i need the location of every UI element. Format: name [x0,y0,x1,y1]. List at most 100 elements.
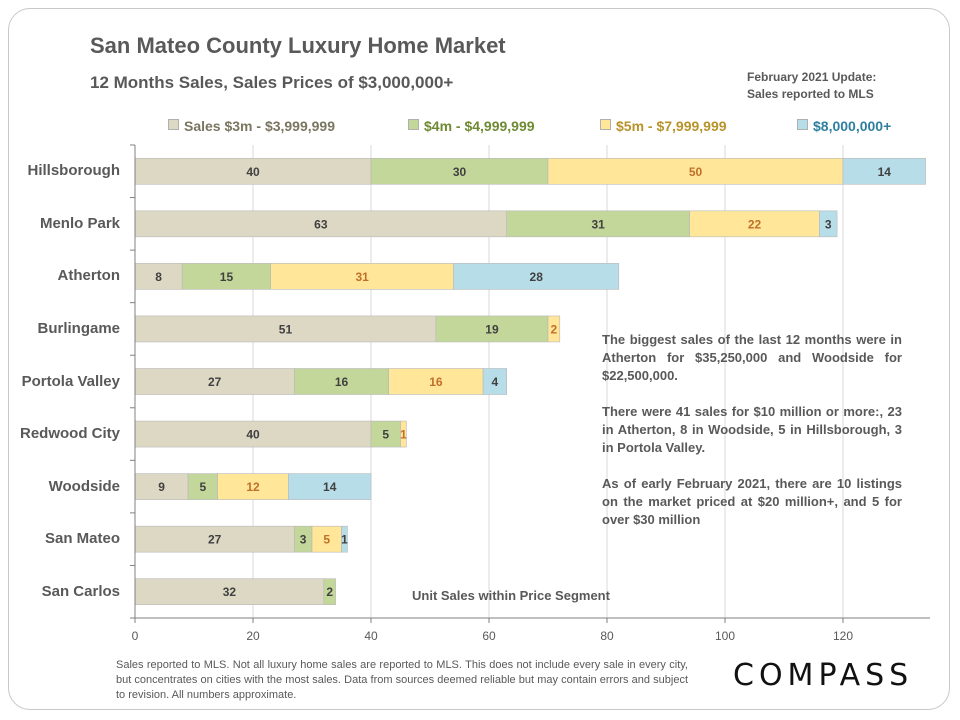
x-tick-label: 40 [364,629,378,643]
compass-logo: COMPASS [733,658,914,693]
bar-segment [482,368,508,395]
legend-label-8m: $8,000,000+ [813,118,892,134]
category-label: Atherton [57,267,121,285]
bar-segment [187,473,218,500]
legend-item-4m: $4m - $4,999,999 [408,118,535,134]
legend-swatch-5m [600,119,611,130]
bar-value-label: 28 [530,270,544,284]
bar-value-label: 5 [200,480,207,494]
bar-segment [453,263,620,290]
legend-item-5m: $5m - $7,999,999 [600,118,727,134]
bar-segment [370,157,549,185]
category-label: Hillsborough [27,162,121,180]
update-note: February 2021 Update: Sales reported to … [747,69,876,103]
bar-segment [293,368,389,395]
legend: Sales $3m - $3,999,999 $4m - $4,999,999 … [0,118,960,138]
slide-frame [8,8,950,710]
bar-value-label: 19 [485,322,499,336]
bar-value-label: 30 [453,165,467,179]
bar-value-label: 3 [300,533,307,547]
bar-value-label: 16 [335,375,349,389]
x-tick-label: 80 [600,629,614,643]
x-tick-label: 20 [246,629,260,643]
bar-value-label: 15 [220,270,234,284]
bar-value-label: 4 [492,375,499,389]
category-label: Redwood City [20,425,120,443]
category-label: San Mateo [44,530,120,548]
bar-value-label: 5 [382,428,389,442]
bar-value-label: 31 [355,270,369,284]
category-label: San Carlos [41,582,120,600]
bar-segment [134,420,372,448]
bar-segment [134,368,295,395]
bar-value-label: 27 [208,375,222,389]
annotation-paragraph-1: The biggest sales of the last 12 months … [602,332,902,383]
bar-segment [341,525,348,553]
x-tick-label: 60 [482,629,496,643]
bar-value-label: 1 [400,428,407,442]
annotation-paragraph-3: As of early February 2021, there are 10 … [602,476,902,527]
bar-segment [311,525,342,553]
bar-value-label: 2 [326,585,333,599]
category-label: Menlo Park [39,214,120,232]
bar-value-label: 8 [155,270,162,284]
bar-value-label: 51 [279,322,293,336]
update-note-line1: February 2021 Update: [747,70,877,84]
bar-value-label: 14 [323,480,337,494]
legend-swatch-8m [797,119,808,130]
bar-value-label: 14 [878,165,892,179]
category-label: Burlingame [37,319,120,337]
bar-value-label: 63 [314,217,328,231]
bar-value-label: 50 [689,165,703,179]
legend-label-3m: Sales $3m - $3,999,999 [184,118,336,134]
bar-segment [435,315,549,343]
chart-title: San Mateo County Luxury Home Market [90,33,506,58]
legend-label-5m: $5m - $7,999,999 [616,118,727,134]
bar-segment [506,210,690,238]
bar-value-label: 22 [748,217,762,231]
legend-swatch-3m [168,119,179,130]
bar-value-label: 40 [246,165,260,179]
bar-segment [270,263,454,290]
bar-segment [388,368,484,395]
bar-segment [842,157,926,185]
legend-label-4m: $4m - $4,999,999 [424,118,535,134]
legend-item-3m: Sales $3m - $3,999,999 [168,118,335,134]
bar-segment [134,263,183,290]
bar-segment [819,210,838,238]
bar-value-label: 40 [246,428,260,442]
bar-value-label: 12 [246,480,260,494]
x-tick-label: 0 [131,629,139,643]
bar-segment [134,578,325,606]
bar-value-label: 1 [341,533,348,547]
bar-value-label: 31 [591,217,605,231]
bar-segment [547,315,561,343]
bar-segment [370,420,401,448]
bar-segment [400,420,407,448]
bar-value-label: 27 [208,533,222,547]
bar-segment [547,157,844,185]
chart-subtitle: 12 Months Sales, Sales Prices of $3,000,… [90,73,454,92]
bar-value-label: 3 [825,217,832,231]
bar-segment [134,157,372,185]
legend-swatch-4m [408,119,419,130]
bar-value-label: 5 [323,533,330,547]
legend-item-8m: $8,000,000+ [797,118,891,134]
bar-value-label: 32 [223,585,237,599]
update-note-line2: Sales reported to MLS [747,87,874,101]
bar-segment [323,578,336,606]
bar-value-label: 16 [429,375,443,389]
bar-value-label: 2 [551,322,558,336]
footnote: Sales reported to MLS. Not all luxury ho… [116,659,688,701]
x-tick-label: 120 [832,629,854,643]
bar-value-label: 9 [158,480,165,494]
x-tick-label: 100 [714,629,736,643]
bar-segment [181,263,271,290]
category-label: Woodside [48,477,120,495]
bar-segment [134,315,437,343]
category-label: Portola Valley [21,372,120,390]
bar-segment [288,473,372,500]
annotation-box: The biggest sales of the last 12 months … [602,331,902,547]
annotation-paragraph-2: There were 41 sales for $10 million or m… [602,404,902,455]
